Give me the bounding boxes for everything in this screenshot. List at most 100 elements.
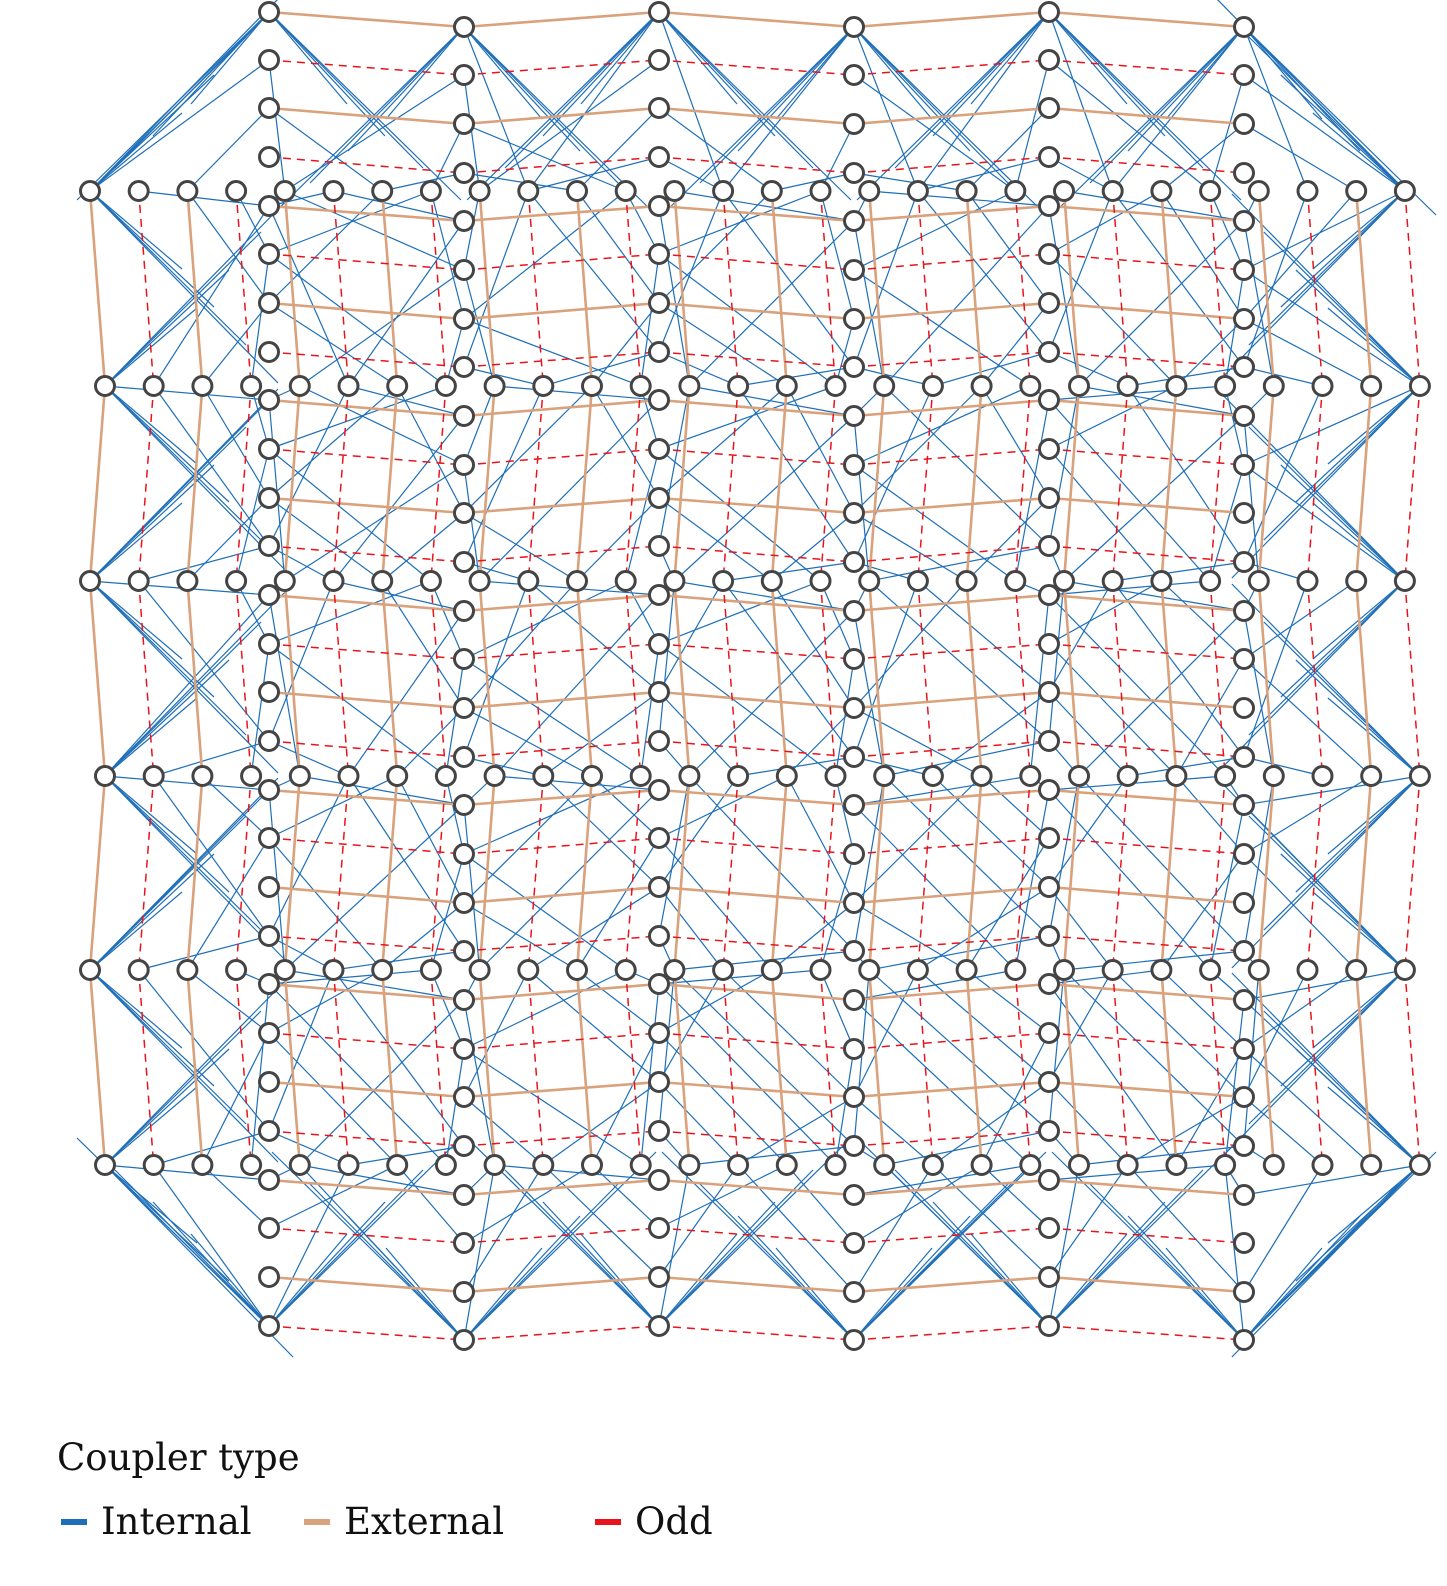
odd-coupler	[722, 190, 739, 387]
qubit-node	[1233, 1135, 1255, 1157]
internal-coupler	[381, 902, 465, 971]
qubit-node	[921, 765, 944, 787]
external-coupler	[463, 885, 660, 905]
qubit-node	[1038, 292, 1060, 314]
qubit-node	[1233, 989, 1255, 1011]
internal-coupler	[932, 1164, 1050, 1278]
internal-coupler	[658, 385, 788, 499]
qubit-node	[273, 959, 296, 981]
internal-coupler	[463, 385, 544, 563]
qubit-node	[258, 730, 280, 752]
qubit-node	[371, 959, 394, 981]
internal-coupler	[658, 775, 690, 937]
qubit-node	[1053, 180, 1075, 202]
internal-coupler	[463, 1164, 593, 1244]
external-coupler	[88, 969, 107, 1166]
internal-coupler	[1295, 659, 1421, 777]
internal-coupler	[640, 643, 660, 777]
qubit-node	[419, 180, 442, 202]
internal-coupler	[819, 580, 855, 660]
qubit-node	[258, 633, 280, 655]
internal-coupler	[445, 1048, 465, 1166]
qubit-node	[858, 570, 881, 592]
odd-coupler	[1209, 775, 1226, 971]
internal-coupler	[463, 26, 543, 120]
qubit-node	[843, 162, 865, 184]
internal-coupler	[658, 691, 739, 777]
external-coupler	[575, 385, 594, 582]
odd-coupler	[1014, 190, 1032, 387]
internal-coupler	[853, 1215, 971, 1341]
odd-coupler	[722, 775, 739, 971]
internal-coupler	[299, 1164, 465, 1196]
internal-coupler	[1224, 999, 1245, 1166]
internal-coupler	[771, 172, 855, 192]
qubit-node	[258, 487, 280, 509]
qubit-node	[453, 1184, 475, 1206]
internal-coupler	[333, 580, 465, 612]
internal-coupler	[1280, 969, 1406, 1087]
odd-coupler	[819, 775, 837, 971]
odd-coupler	[658, 1130, 855, 1147]
internal-coupler	[688, 220, 855, 387]
internal-coupler	[268, 448, 432, 582]
internal-coupler	[1280, 853, 1406, 971]
qubit-node	[419, 570, 442, 592]
qubit-node	[1233, 794, 1255, 816]
internal-coupler	[1243, 1096, 1323, 1166]
qubit-node	[225, 959, 248, 981]
qubit-node	[127, 570, 150, 592]
qubit-node	[517, 180, 540, 202]
internal-coupler	[527, 190, 660, 353]
qubit-node	[873, 375, 896, 397]
external-coupler	[1354, 385, 1373, 582]
odd-coupler	[463, 545, 660, 563]
internal-coupler	[299, 999, 465, 1166]
internal-coupler	[268, 190, 383, 304]
qubit-node	[1408, 765, 1431, 787]
qubit-node	[1311, 1154, 1334, 1176]
qubit-node	[127, 959, 150, 981]
odd-coupler	[527, 580, 545, 777]
qubit-node	[648, 341, 670, 363]
qubit-node	[873, 1154, 896, 1176]
odd-coupler	[624, 969, 642, 1166]
external-coupler	[673, 775, 691, 971]
odd-coupler	[1048, 643, 1245, 660]
odd-coupler	[1014, 969, 1032, 1166]
odd-coupler	[1209, 385, 1226, 582]
qubit-node	[843, 648, 865, 670]
internal-coupler	[250, 643, 270, 777]
legend-item-external: External	[304, 1500, 504, 1543]
external-coupler	[965, 385, 983, 582]
qubit-node	[648, 633, 670, 655]
external-coupler	[268, 496, 465, 515]
internal-coupler	[658, 1137, 852, 1327]
qubit-node	[1199, 959, 1222, 981]
qubit-node	[337, 765, 360, 787]
external-coupler	[268, 10, 465, 29]
external-coupler	[268, 885, 465, 905]
qubit-node	[453, 259, 475, 281]
external-coupler	[463, 1178, 660, 1197]
external-coupler	[867, 190, 886, 387]
external-coupler	[283, 385, 302, 582]
internal-coupler	[856, 11, 1050, 201]
internal-coupler	[658, 11, 814, 169]
qubit-node	[258, 1315, 280, 1337]
odd-coupler	[268, 351, 465, 368]
qubit-node	[453, 308, 475, 330]
external-coupler	[658, 204, 855, 223]
qubit-node	[648, 1169, 670, 1191]
qubit-node	[760, 570, 783, 592]
qubit-node	[386, 765, 409, 787]
internal-coupler	[1263, 231, 1421, 387]
odd-coupler	[1048, 935, 1245, 952]
internal-coupler	[673, 969, 855, 1147]
qubit-node	[648, 779, 670, 801]
internal-coupler	[299, 775, 465, 806]
internal-coupler	[1048, 1164, 1080, 1327]
external-coupler	[965, 969, 983, 1166]
internal-coupler	[966, 969, 1050, 1034]
internal-coupler	[1048, 448, 1162, 582]
